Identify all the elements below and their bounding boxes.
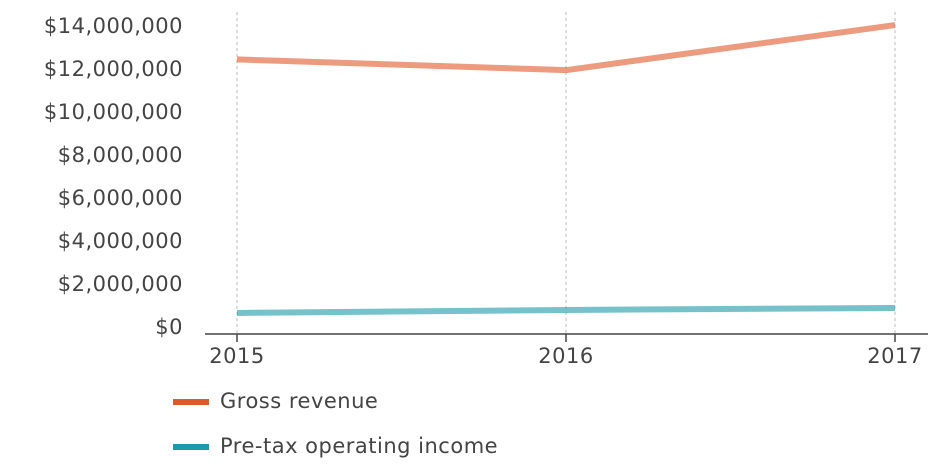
x-tick-label: 2015 [209,344,264,368]
x-tick-label: 2017 [867,344,922,368]
legend-label: Gross revenue [220,389,378,413]
y-tick-label: $4,000,000 [58,229,183,253]
y-tick-label: $2,000,000 [58,272,183,296]
series-line [236,305,896,316]
series-line [236,22,896,74]
y-tick-label: $14,000,000 [44,14,183,38]
legend-label: Pre-tax operating income [220,434,498,458]
y-tick-label: $0 [155,315,183,339]
x-tick-label: 2016 [538,344,593,368]
y-tick-label: $8,000,000 [58,143,183,167]
y-tick-label: $12,000,000 [44,57,183,81]
y-tick-label: $10,000,000 [44,100,183,124]
y-tick-label: $6,000,000 [58,186,183,210]
